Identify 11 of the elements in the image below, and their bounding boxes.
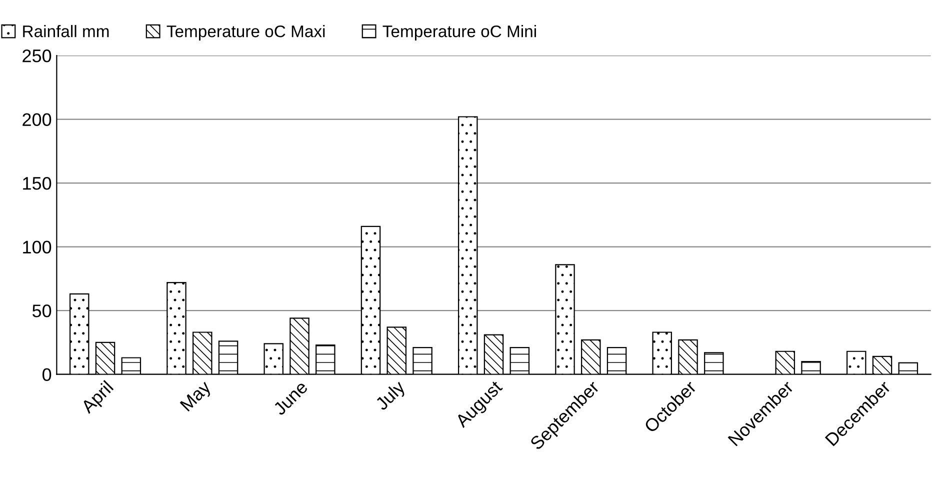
y-tick-label: 50 (32, 304, 52, 318)
legend-label: Temperature oC Maxi (166, 25, 325, 41)
y-tick-label: 200 (22, 113, 52, 126)
y-tick-label: 150 (23, 176, 52, 190)
x-tick-label: July (374, 379, 409, 414)
y-tick-label: 250 (22, 49, 52, 62)
legend-label: Temperature oC Mini (382, 25, 536, 41)
y-tick-label: 0 (42, 368, 52, 382)
x-tick-label: May (180, 380, 214, 414)
y-tick-label: 100 (23, 240, 52, 254)
legend-label: Rainfall mm (23, 25, 109, 38)
